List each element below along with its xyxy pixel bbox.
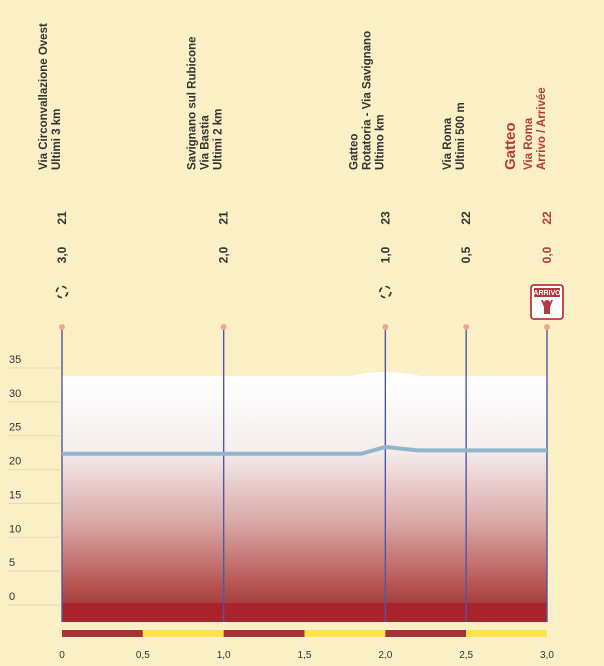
waypoint-label: Via Circonvallazione Ovest [38, 23, 50, 170]
x-tick-label: 1,5 [298, 650, 312, 661]
waypoint-label: Via Roma [523, 117, 535, 170]
y-tick-label: 10 [9, 523, 21, 535]
distance-bar-segment [466, 630, 547, 637]
finish-badge-text: ARRIVO [533, 290, 561, 297]
waypoint-label: Ultimo km [374, 114, 386, 170]
y-tick-label: 15 [9, 489, 21, 501]
waypoint-distance: 2,0 [217, 246, 231, 263]
y-tick-label: 20 [9, 456, 21, 468]
x-tick-label: 2,5 [459, 650, 473, 661]
waypoint-label: Ultimi 2 km [213, 109, 225, 170]
finish-rider-head [544, 300, 550, 306]
y-tick-label: 5 [9, 557, 15, 569]
waypoint-label: Arrivo / Arrivée [536, 87, 548, 170]
waypoint-dot [382, 324, 389, 330]
ground-band [62, 603, 547, 622]
distance-bar-segment [62, 630, 143, 637]
ground-band-layer [62, 603, 547, 622]
y-tick-label: 25 [9, 422, 21, 434]
waypoint-distance: 3,0 [55, 246, 69, 263]
waypoint-dot [59, 324, 65, 330]
distance-bar-segment [223, 630, 305, 637]
distance-bar [62, 630, 547, 637]
waypoint-distance: 1,0 [378, 246, 392, 263]
roundabout-ring [379, 285, 392, 299]
roundabout-icon [379, 285, 392, 299]
waypoint-label: Rotatoria - Via Savignano [361, 31, 373, 170]
x-axis: 0 0,5 1,0 1,5 2,0 2,5 3,0 [59, 650, 554, 661]
waypoint-altitude: 21 [55, 211, 69, 225]
waypoint-label: Gatteo [502, 122, 519, 170]
waypoint-distance: 0,5 [459, 246, 473, 263]
finish-rider-arms [541, 300, 553, 307]
waypoint-label: Via Roma [442, 117, 454, 170]
profile-area-layer [62, 372, 547, 622]
waypoint-lines-layer [59, 324, 550, 622]
waypoint-altitude: 23 [378, 211, 392, 225]
x-tick-label: 3,0 [540, 650, 554, 661]
x-tick-label: 1,0 [217, 650, 231, 661]
waypoint-label: Gatteo [348, 134, 360, 170]
waypoint-altitude: 21 [217, 211, 231, 225]
y-axis: 0 5 10 15 20 25 30 35 [8, 354, 60, 606]
waypoint-labels-layer: Via Circonvallazione Ovest Ultimi 3 km 21 3… [38, 23, 564, 320]
waypoint-label: Savignano sul Rubicone [187, 36, 199, 170]
finish-rider-body [544, 307, 550, 314]
waypoint-altitude: 22 [459, 211, 473, 225]
profile-line-layer [62, 445, 547, 456]
y-tick-label: 0 [9, 591, 15, 603]
waypoint-distance: 0,0 [540, 246, 554, 263]
waypoint-label: Ultimi 3 km [51, 109, 63, 170]
x-tick-label: 0,5 [136, 650, 150, 661]
roundabout-icon [55, 285, 69, 299]
waypoint-dot [463, 324, 470, 330]
y-tick-label: 35 [9, 354, 21, 366]
x-tick-label: 2,0 [378, 650, 392, 661]
distance-bar-segment [385, 630, 467, 637]
roundabout-ring [55, 285, 69, 299]
y-tick-label: 30 [9, 388, 21, 400]
waypoint-dot [544, 324, 550, 330]
distance-bar-segment [304, 630, 386, 637]
waypoint-altitude: 22 [540, 211, 554, 225]
x-tick-label: 0 [59, 650, 65, 661]
profile-fill [62, 376, 547, 622]
distance-bar-segment [142, 630, 224, 637]
waypoint-dot [220, 324, 227, 330]
finish-badge-banner [534, 288, 560, 297]
waypoint-label: Via Bastia [200, 115, 212, 170]
finish-icon: ARRIVO [530, 284, 564, 320]
altitude-profile-line [62, 445, 547, 456]
waypoint-label: Ultimi 500 m [455, 102, 467, 170]
